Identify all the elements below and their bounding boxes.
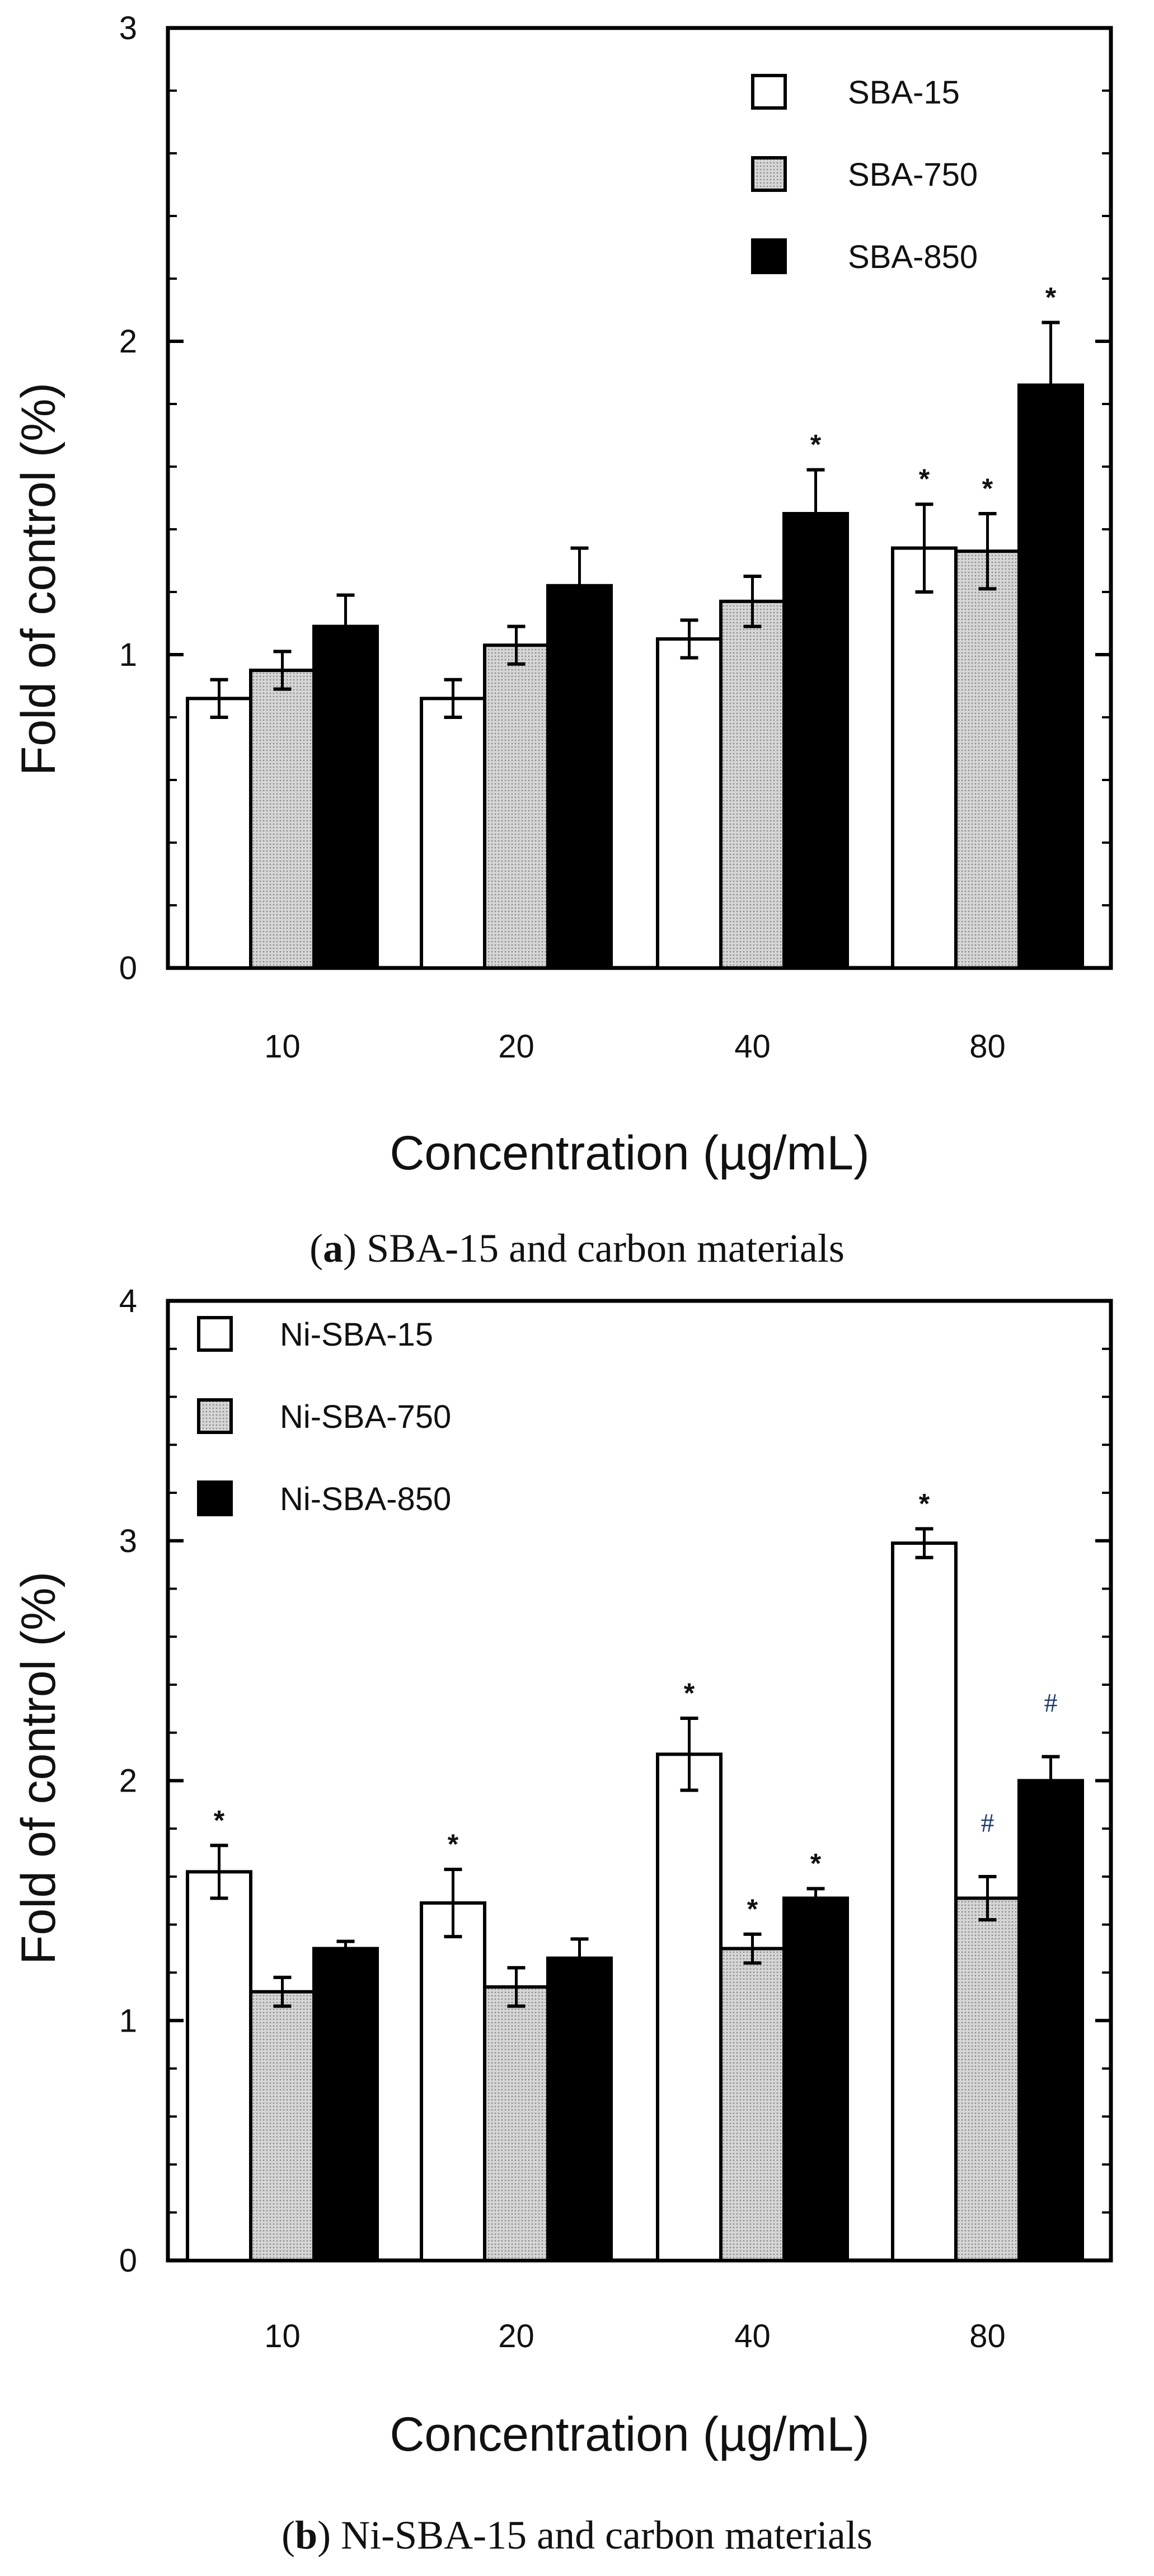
- bar: [656, 637, 723, 970]
- bar: [954, 1896, 1021, 2262]
- bar: [312, 624, 379, 970]
- bar: [1017, 1779, 1084, 2262]
- panel-a: 0 1 2 3 10 20 40 80 * * * * SBA-15 SBA-750 SBA-850 C…: [12, 10, 1113, 1271]
- panel-a-y-axis-title: Fold of control (%): [12, 383, 65, 776]
- legend-swatch: [197, 1316, 233, 1352]
- y-tick-label: 2: [119, 323, 137, 360]
- panel-b-y-axis-title: Fold of control (%): [12, 1572, 65, 1965]
- legend-swatch: [197, 1398, 233, 1434]
- x-tick-label: 20: [498, 1028, 534, 1065]
- bar: [249, 1990, 316, 2263]
- significance-hash: #: [981, 1808, 994, 1838]
- bar: [782, 512, 849, 970]
- x-tick-label: 40: [734, 1028, 771, 1065]
- significance-star: *: [684, 1677, 695, 1709]
- panel-a-axes: 0 1 2 3 10 20 40 80: [119, 10, 1113, 1065]
- bar: [249, 669, 316, 970]
- x-tick-label: 10: [264, 2318, 301, 2354]
- legend-label: SBA-850: [848, 239, 978, 275]
- x-tick-label: 80: [969, 2318, 1006, 2354]
- significance-star: *: [1045, 281, 1057, 313]
- bar: [186, 1870, 252, 2263]
- x-tick-label: 20: [498, 2318, 534, 2354]
- bar: [891, 546, 958, 970]
- legend-label: SBA-15: [848, 74, 960, 111]
- panel-b-caption-letter: b: [295, 2513, 317, 2558]
- panel-b-x-axis-title: Concentration (µg/mL): [390, 2408, 869, 2461]
- legend-label: Ni-SBA-15: [280, 1317, 433, 1353]
- significance-star: *: [448, 1828, 459, 1860]
- bar: [719, 599, 786, 970]
- x-tick-label: 40: [734, 2318, 771, 2354]
- legend-swatch: [751, 74, 787, 110]
- panel-a-legend: SBA-15 SBA-750 SBA-850: [751, 74, 978, 275]
- plot-frame: [166, 26, 1113, 970]
- bar: [719, 1947, 786, 2262]
- panel-b-legend: Ni-SBA-15 Ni-SBA-750 Ni-SBA-850: [197, 1316, 451, 1517]
- y-tick-label: 4: [119, 1283, 137, 1319]
- panel-b-axes: 0 1 2 3 4 10 20 40 80: [119, 1283, 1113, 2354]
- bar: [483, 643, 550, 970]
- bar: [420, 697, 486, 970]
- legend-swatch: [197, 1480, 233, 1516]
- legend-label: Ni-SBA-850: [280, 1481, 451, 1517]
- significance-star: *: [747, 1893, 758, 1925]
- panel-a-x-axis-title: Concentration (µg/mL): [390, 1126, 869, 1180]
- panel-b-caption-text: Ni-SBA-15 and carbon materials: [341, 2513, 872, 2558]
- y-tick-label: 3: [119, 10, 137, 46]
- significance-star: *: [919, 1488, 930, 1519]
- panel-b: 0 1 2 3 4 10 20 40 80 * * * * * * # # Ni-SBA-15 Ni-SBA-7…: [12, 1283, 1113, 2558]
- y-tick-label: 3: [119, 1523, 137, 1559]
- panel-a-bars: * * * *: [186, 281, 1084, 970]
- significance-star: *: [810, 429, 822, 460]
- legend-swatch: [751, 238, 787, 274]
- x-tick-label: 80: [969, 1028, 1006, 1065]
- bar: [954, 549, 1021, 970]
- y-tick-label: 0: [119, 950, 137, 986]
- significance-star: *: [919, 463, 930, 495]
- bar: [483, 1985, 550, 2263]
- y-tick-label: 0: [119, 2243, 137, 2279]
- bar: [656, 1752, 723, 2262]
- legend-swatch: [751, 156, 787, 192]
- y-tick-label: 1: [119, 2002, 137, 2039]
- bar: [420, 1901, 486, 2263]
- bar: [546, 584, 613, 970]
- bar: [782, 1896, 849, 2262]
- panel-a-caption-letter: a: [323, 1226, 343, 1271]
- panel-b-bars: * * * * * * # #: [186, 1488, 1084, 2263]
- bar: [546, 1956, 613, 2262]
- bar: [186, 697, 252, 970]
- bar: [891, 1541, 958, 2263]
- bar: [312, 1947, 379, 2262]
- x-tick-label: 10: [264, 1028, 301, 1065]
- significance-star: *: [810, 1848, 822, 1879]
- significance-hash: #: [1044, 1689, 1058, 1718]
- panel-a-caption-text: SBA-15 and carbon materials: [367, 1226, 845, 1271]
- y-tick-label: 1: [119, 637, 137, 673]
- significance-star: *: [982, 473, 993, 504]
- legend-label: SBA-750: [848, 157, 978, 193]
- legend-label: Ni-SBA-750: [280, 1399, 451, 1435]
- panel-a-caption: (a) SBA-15 and carbon materials: [309, 1226, 845, 1271]
- panel-b-caption: (b) Ni-SBA-15 and carbon materials: [282, 2513, 872, 2558]
- bar: [1017, 383, 1084, 970]
- significance-star: *: [214, 1804, 225, 1836]
- y-tick-label: 2: [119, 1763, 137, 1799]
